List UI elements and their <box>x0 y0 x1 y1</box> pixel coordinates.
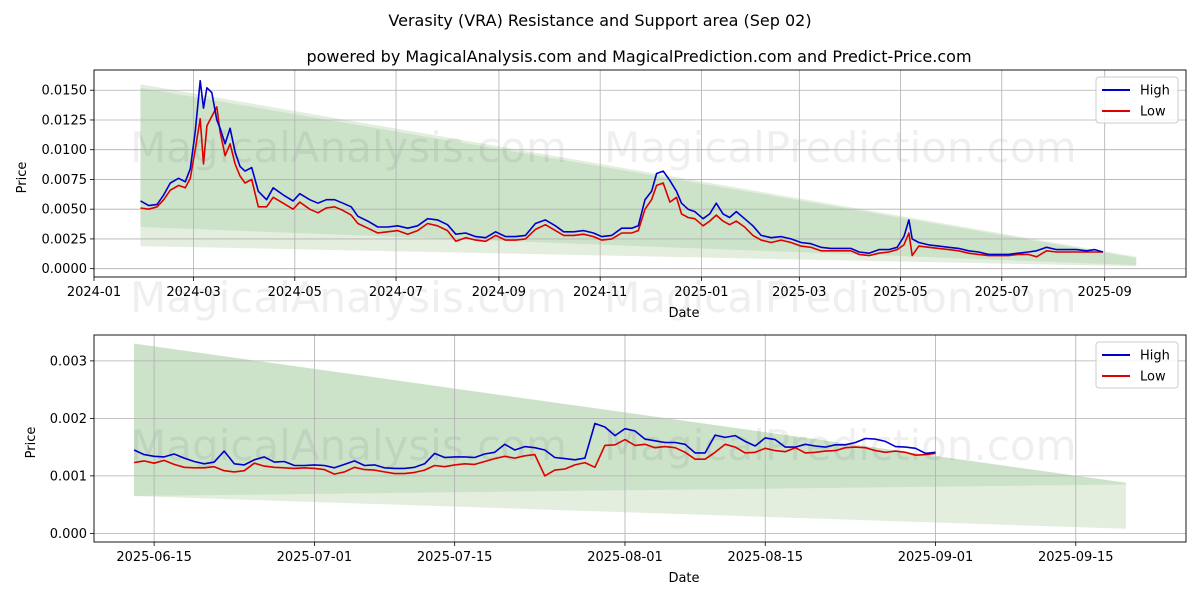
x-tick-label: 2025-03 <box>772 285 826 300</box>
resistance-support-band <box>140 87 1137 266</box>
watermark-analysis: MagicalAnalysis.com <box>130 273 567 322</box>
x-tick-label: 2024-05 <box>268 285 322 300</box>
lower-chart-panel: MagicalAnalysis.com MagicalPrediction.com… <box>24 334 1187 586</box>
resistance-support-band <box>134 343 1126 496</box>
watermark-prediction: MagicalPrediction.com <box>604 273 1077 322</box>
y-tick-label: 0.003 <box>50 354 87 369</box>
x-axis-label: Date <box>668 306 699 321</box>
x-axis-label: Date <box>668 571 699 586</box>
x-tick-label: 2025-07-15 <box>417 550 493 565</box>
x-tick-label: 2025-01 <box>674 285 728 300</box>
x-tick-label: 2025-09-01 <box>898 550 974 565</box>
plot-frame <box>93 69 1187 278</box>
series-line-high <box>140 79 1104 256</box>
y-tick-label: 0.0050 <box>42 203 88 218</box>
y-tick-label: 0.002 <box>50 412 87 427</box>
x-tick-label: 2025-07 <box>975 285 1029 300</box>
x-tick-label: 2024-01 <box>67 285 121 300</box>
series-line-low <box>140 106 1103 258</box>
series-line-high <box>133 422 936 470</box>
y-tick-label: 0.0150 <box>42 84 88 99</box>
y-tick-label: 0.0100 <box>42 143 88 158</box>
y-tick-label: 0.0000 <box>42 262 88 277</box>
x-tick-label: 2024-11 <box>573 285 627 300</box>
x-tick-label: 2025-06-15 <box>116 550 192 565</box>
y-axis-label: Price <box>15 162 30 194</box>
watermark-analysis: MagicalAnalysis.com <box>130 421 567 470</box>
chart-title: Verasity (VRA) Resistance and Support ar… <box>388 11 811 30</box>
watermark-prediction: MagicalPrediction.com <box>604 123 1077 172</box>
chart-subtitle: powered by MagicalAnalysis.com and Magic… <box>306 47 971 66</box>
x-tick-label: 2024-09 <box>472 285 526 300</box>
y-tick-label: 0.001 <box>50 469 87 484</box>
legend-label-low: Low <box>1140 105 1166 120</box>
y-tick-label: 0.0075 <box>42 173 88 188</box>
plot-frame <box>93 334 1187 543</box>
x-tick-label: 2025-09 <box>1078 285 1132 300</box>
x-tick-label: 2024-03 <box>166 285 220 300</box>
y-axis-label: Price <box>24 427 39 459</box>
x-tick-label: 2025-08-15 <box>727 550 803 565</box>
y-tick-label: 0.000 <box>50 527 87 542</box>
x-tick-label: 2025-09-15 <box>1038 550 1114 565</box>
x-tick-label: 2025-08-01 <box>587 550 663 565</box>
x-tick-label: 2025-05 <box>873 285 927 300</box>
x-tick-label: 2024-07 <box>369 285 423 300</box>
legend-label-high: High <box>1140 349 1170 364</box>
legend-label-low: Low <box>1140 370 1166 385</box>
legend: High Low <box>1095 76 1179 124</box>
legend-label-high: High <box>1140 84 1170 99</box>
x-tick-label: 2025-07-01 <box>277 550 353 565</box>
upper-chart-panel: MagicalAnalysis.com MagicalPrediction.com… <box>15 69 1187 322</box>
series-line-low <box>133 438 936 477</box>
y-tick-label: 0.0025 <box>42 232 88 247</box>
legend: High Low <box>1095 341 1179 389</box>
y-tick-label: 0.0125 <box>42 113 88 128</box>
